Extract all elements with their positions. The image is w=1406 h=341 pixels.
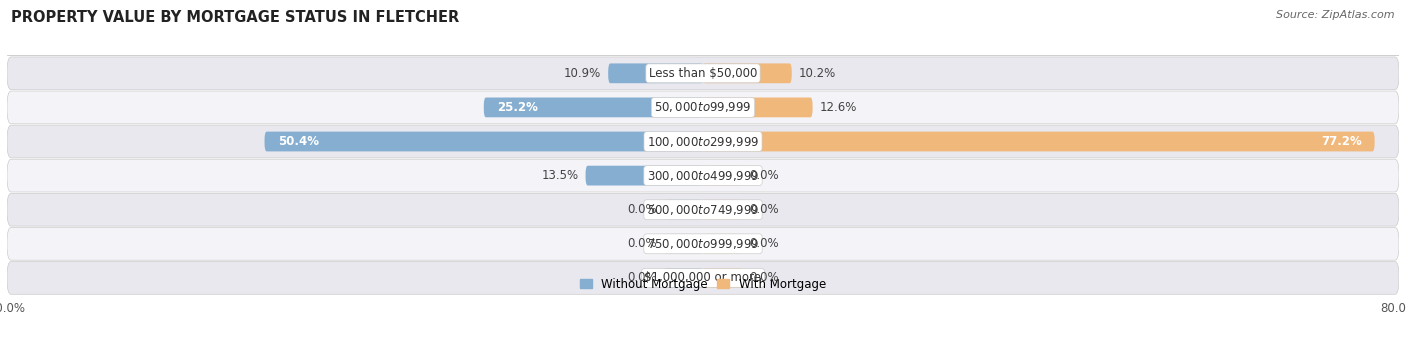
Text: Less than $50,000: Less than $50,000 [648, 67, 758, 80]
Text: 0.0%: 0.0% [627, 237, 657, 250]
Text: PROPERTY VALUE BY MORTGAGE STATUS IN FLETCHER: PROPERTY VALUE BY MORTGAGE STATUS IN FLE… [11, 10, 460, 25]
FancyBboxPatch shape [703, 200, 742, 220]
FancyBboxPatch shape [7, 125, 1399, 158]
Text: $50,000 to $99,999: $50,000 to $99,999 [654, 100, 752, 115]
Text: 25.2%: 25.2% [496, 101, 537, 114]
Text: 0.0%: 0.0% [749, 169, 779, 182]
Text: $300,000 to $499,999: $300,000 to $499,999 [647, 168, 759, 183]
FancyBboxPatch shape [484, 98, 703, 117]
FancyBboxPatch shape [703, 166, 742, 186]
FancyBboxPatch shape [7, 91, 1399, 124]
Text: 0.0%: 0.0% [749, 237, 779, 250]
Text: 10.2%: 10.2% [799, 67, 837, 80]
Legend: Without Mortgage, With Mortgage: Without Mortgage, With Mortgage [575, 273, 831, 296]
Text: 0.0%: 0.0% [627, 271, 657, 284]
Text: 77.2%: 77.2% [1320, 135, 1361, 148]
FancyBboxPatch shape [7, 193, 1399, 226]
FancyBboxPatch shape [703, 132, 1375, 151]
FancyBboxPatch shape [7, 159, 1399, 192]
FancyBboxPatch shape [703, 63, 792, 83]
FancyBboxPatch shape [703, 234, 742, 254]
FancyBboxPatch shape [703, 98, 813, 117]
FancyBboxPatch shape [664, 234, 703, 254]
FancyBboxPatch shape [609, 63, 703, 83]
Text: 10.9%: 10.9% [564, 67, 602, 80]
Text: $500,000 to $749,999: $500,000 to $749,999 [647, 203, 759, 217]
FancyBboxPatch shape [264, 132, 703, 151]
Text: 50.4%: 50.4% [277, 135, 319, 148]
Text: $100,000 to $299,999: $100,000 to $299,999 [647, 134, 759, 149]
Text: 12.6%: 12.6% [820, 101, 856, 114]
FancyBboxPatch shape [7, 227, 1399, 260]
Text: 0.0%: 0.0% [749, 203, 779, 216]
FancyBboxPatch shape [664, 200, 703, 220]
FancyBboxPatch shape [7, 262, 1399, 294]
FancyBboxPatch shape [703, 268, 742, 288]
Text: 0.0%: 0.0% [749, 271, 779, 284]
Text: $1,000,000 or more: $1,000,000 or more [644, 271, 762, 284]
Text: $750,000 to $999,999: $750,000 to $999,999 [647, 237, 759, 251]
Text: Source: ZipAtlas.com: Source: ZipAtlas.com [1277, 10, 1395, 20]
Text: 0.0%: 0.0% [627, 203, 657, 216]
FancyBboxPatch shape [664, 268, 703, 288]
FancyBboxPatch shape [7, 57, 1399, 90]
Text: 13.5%: 13.5% [541, 169, 579, 182]
FancyBboxPatch shape [585, 166, 703, 186]
